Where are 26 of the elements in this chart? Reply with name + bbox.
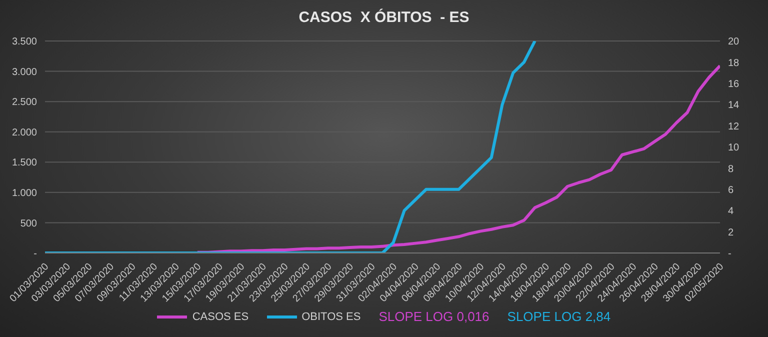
y-tick-label: 1.500 [12,158,38,169]
line-series [196,64,720,253]
y2-tick-label: 8 [728,164,734,175]
chart-title: CASOS X ÓBITOS - ES [298,8,470,28]
y-tick-label: - [34,248,37,260]
y2-tick-label: 18 [728,58,740,69]
y-tick-label: 3.000 [12,66,38,78]
text: SLOPE LOG 2,84 [507,309,611,324]
y2-tick-label: 4 [728,206,734,218]
y2-tick-label: 14 [728,100,740,112]
y2-tick-label: - [728,248,732,260]
y2-tick-label: 20 [728,36,740,48]
line-series [45,41,536,253]
legend-label: OBITOS ES [300,310,361,322]
y2-tick-label: 16 [728,78,740,90]
y-tick-label: 1.000 [12,188,38,199]
y-tick-label: 2.500 [12,97,38,108]
y-tick-label: 500 [20,218,38,230]
y2-tick-label: 10 [728,142,740,154]
legend-label: CASOS ES [191,310,249,322]
y2-tick-label: 6 [728,184,734,196]
text: SLOPE LOG 0,016 [378,309,490,324]
y2-tick-label: 2 [728,227,734,238]
y2-tick-label: 12 [728,121,740,132]
y-tick-label: 3.500 [12,36,38,48]
y-tick-label: 2.000 [12,127,38,138]
